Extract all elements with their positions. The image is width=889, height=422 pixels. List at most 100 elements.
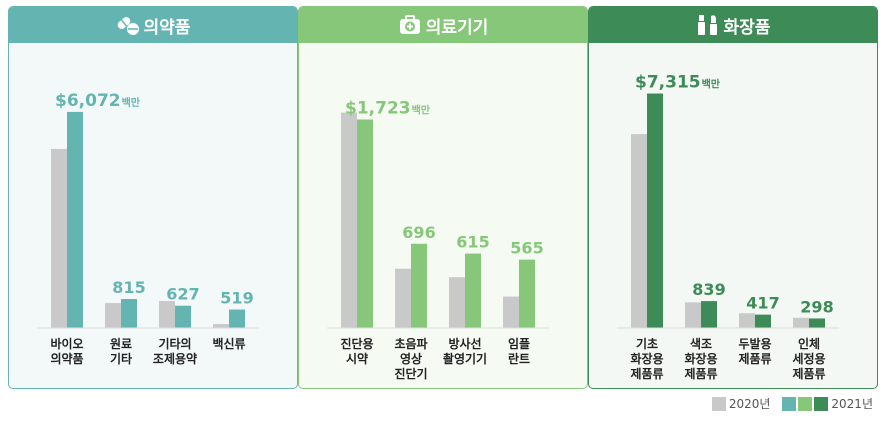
cosmetic-bar-2020-2	[739, 313, 755, 328]
medical-category-label-3: 임플 란트	[508, 336, 530, 366]
legend-swatch-2021-medical	[798, 396, 813, 411]
pharma-value-label-2: 627	[166, 285, 199, 304]
legend: 2020년 2021년	[711, 395, 873, 412]
cosmetic-category-label-1: 색조 화장용 제품류	[684, 336, 717, 381]
cosmetic-bar-2021-0	[647, 93, 663, 328]
pill-icon	[116, 14, 140, 36]
legend-swatch-2021-cosmetic	[814, 396, 829, 411]
medical-device-title: 의료기기	[425, 17, 489, 38]
pharma-value-label-1: 815	[112, 278, 145, 297]
pharma-category-line-3-0: 백신류	[212, 336, 245, 351]
cosmetic-value-label-2: 417	[746, 294, 779, 313]
pharma-bar-2021-3	[229, 309, 245, 328]
cosmetic-category-line-2-0: 두발용	[738, 336, 771, 351]
legend-label-2021: 2021년	[831, 397, 873, 411]
medical-category-label-1: 초음파 영상 진단기	[394, 336, 427, 381]
medical-category-line-2-0: 방사선	[448, 336, 481, 351]
medical-bar-2021-0	[357, 119, 373, 328]
pharma-category-label-1: 원료 기타	[110, 337, 132, 366]
cosmetic-value-label-3: 298	[800, 297, 833, 316]
pharma-category-line-0-0: 바이오	[50, 336, 83, 351]
pharma-category-label-3: 백신류	[212, 336, 245, 351]
cosmetics-icon	[696, 14, 720, 36]
medical-device-header: 의료기기	[299, 7, 587, 43]
medical-category-line-3-1: 란트	[508, 351, 530, 366]
cosmetic-category-line-1-2: 제품류	[684, 367, 717, 381]
medical-bar-2021-3	[519, 259, 535, 328]
medical-category-line-3-0: 임플	[508, 336, 530, 351]
pharma-category-line-1-1: 기타	[110, 351, 132, 366]
cosmetic-category-label-3: 인체 세정용 제품류	[792, 336, 825, 381]
cosmetic-value-label-0: $7,315백만	[635, 73, 721, 93]
cosmetics-panel: 화장품 $7,315백만 기초 화장용 제품류 839 색조 화장용 제품류 417 두발용 제품류…	[588, 6, 878, 389]
medical-category-line-1-1: 영상	[400, 351, 422, 366]
medical-category-line-1-0: 초음파	[394, 336, 427, 351]
cosmetics-title: 화장품	[723, 17, 771, 38]
medical-category-line-1-2: 진단기	[394, 366, 427, 381]
pharma-bar-2020-0	[51, 148, 67, 328]
cosmetic-category-label-0: 기초 화장용 제품류	[630, 336, 663, 381]
cosmetic-bar-2020-1	[685, 302, 701, 328]
cosmetic-bar-2021-1	[701, 301, 717, 328]
cosmetic-category-line-0-1: 화장용	[630, 351, 663, 366]
pharma-category-label-0: 바이오 의약품	[50, 336, 83, 366]
medical-bar-2020-0	[341, 112, 357, 329]
pharma-category-line-0-1: 의약품	[50, 351, 83, 366]
medical-bar-2021-1	[411, 243, 427, 328]
pharma-category-label-2: 기타의 조제용약	[153, 336, 197, 366]
medical-kit-icon	[398, 14, 422, 36]
medical-value-unit-0: 백만	[412, 104, 431, 117]
medical-value-label-1: 696	[402, 223, 435, 242]
pharma-header: 의약품	[9, 7, 297, 43]
cosmetic-category-line-3-0: 인체	[798, 336, 820, 351]
medical-category-line-0-0: 진단용	[340, 336, 373, 351]
cosmetic-bar-2021-3	[809, 318, 825, 328]
pharma-bar-2021-2	[175, 305, 191, 328]
pharma-panel: 의약품 $6,072백만 바이오 의약품 815 원료 기타 627 기타의 조제용약 519 백신…	[8, 6, 298, 389]
pharma-value-label-3: 519	[220, 289, 253, 308]
cosmetic-category-line-0-0: 기초	[636, 336, 658, 351]
cosmetic-category-line-2-1: 제품류	[738, 352, 771, 366]
cosmetic-bar-2020-0	[631, 134, 647, 328]
pharma-title: 의약품	[143, 17, 191, 38]
medical-bar-2021-2	[465, 253, 481, 328]
pharma-value-unit-0: 백만	[122, 96, 141, 109]
cosmetic-category-label-2: 두발용 제품류	[738, 336, 771, 366]
pharma-category-line-2-1: 조제용약	[153, 351, 197, 366]
legend-label-2020: 2020년	[728, 397, 771, 411]
pharma-bar-2020-3	[213, 324, 229, 328]
medical-bar-2020-2	[449, 277, 465, 328]
medical-value-label-0: $1,723백만	[345, 99, 431, 119]
medical-bar-2020-1	[395, 268, 411, 328]
pharma-bar-2021-0	[67, 111, 83, 328]
cosmetic-category-line-0-2: 제품류	[630, 367, 663, 381]
pharma-bar-2021-1	[121, 298, 137, 328]
cosmetic-category-line-3-2: 제품류	[792, 367, 825, 381]
medical-category-line-0-1: 시약	[346, 351, 368, 366]
medical-value-label-2: 615	[456, 233, 489, 252]
pharma-bar-2020-2	[159, 300, 175, 328]
cosmetic-value-unit-0: 백만	[702, 78, 721, 91]
medical-category-label-2: 방사선 촬영기기	[443, 336, 487, 366]
cosmetic-value-label-1: 839	[692, 280, 725, 299]
pharma-category-line-1-0: 원료	[110, 337, 132, 351]
cosmetic-category-line-1-1: 화장용	[684, 351, 717, 366]
legend-swatch-2021-pharma	[782, 396, 797, 411]
medical-value-label-3: 565	[510, 239, 543, 258]
legend-swatch-2020	[711, 396, 726, 411]
medical-category-label-0: 진단용 시약	[340, 336, 373, 366]
pharma-category-line-2-0: 기타의	[158, 336, 191, 351]
cosmetic-bar-2021-2	[755, 314, 771, 328]
medical-category-line-2-1: 촬영기기	[443, 351, 487, 366]
cosmetics-header: 화장품	[589, 7, 877, 43]
pharma-bar-2020-1	[105, 303, 121, 328]
cosmetic-category-line-3-1: 세정용	[792, 351, 825, 366]
pharma-value-label-0: $6,072백만	[55, 91, 141, 111]
medical-bar-2020-3	[503, 296, 519, 328]
cosmetic-bar-2020-3	[793, 317, 809, 328]
cosmetic-category-line-1-0: 색조	[690, 336, 712, 351]
